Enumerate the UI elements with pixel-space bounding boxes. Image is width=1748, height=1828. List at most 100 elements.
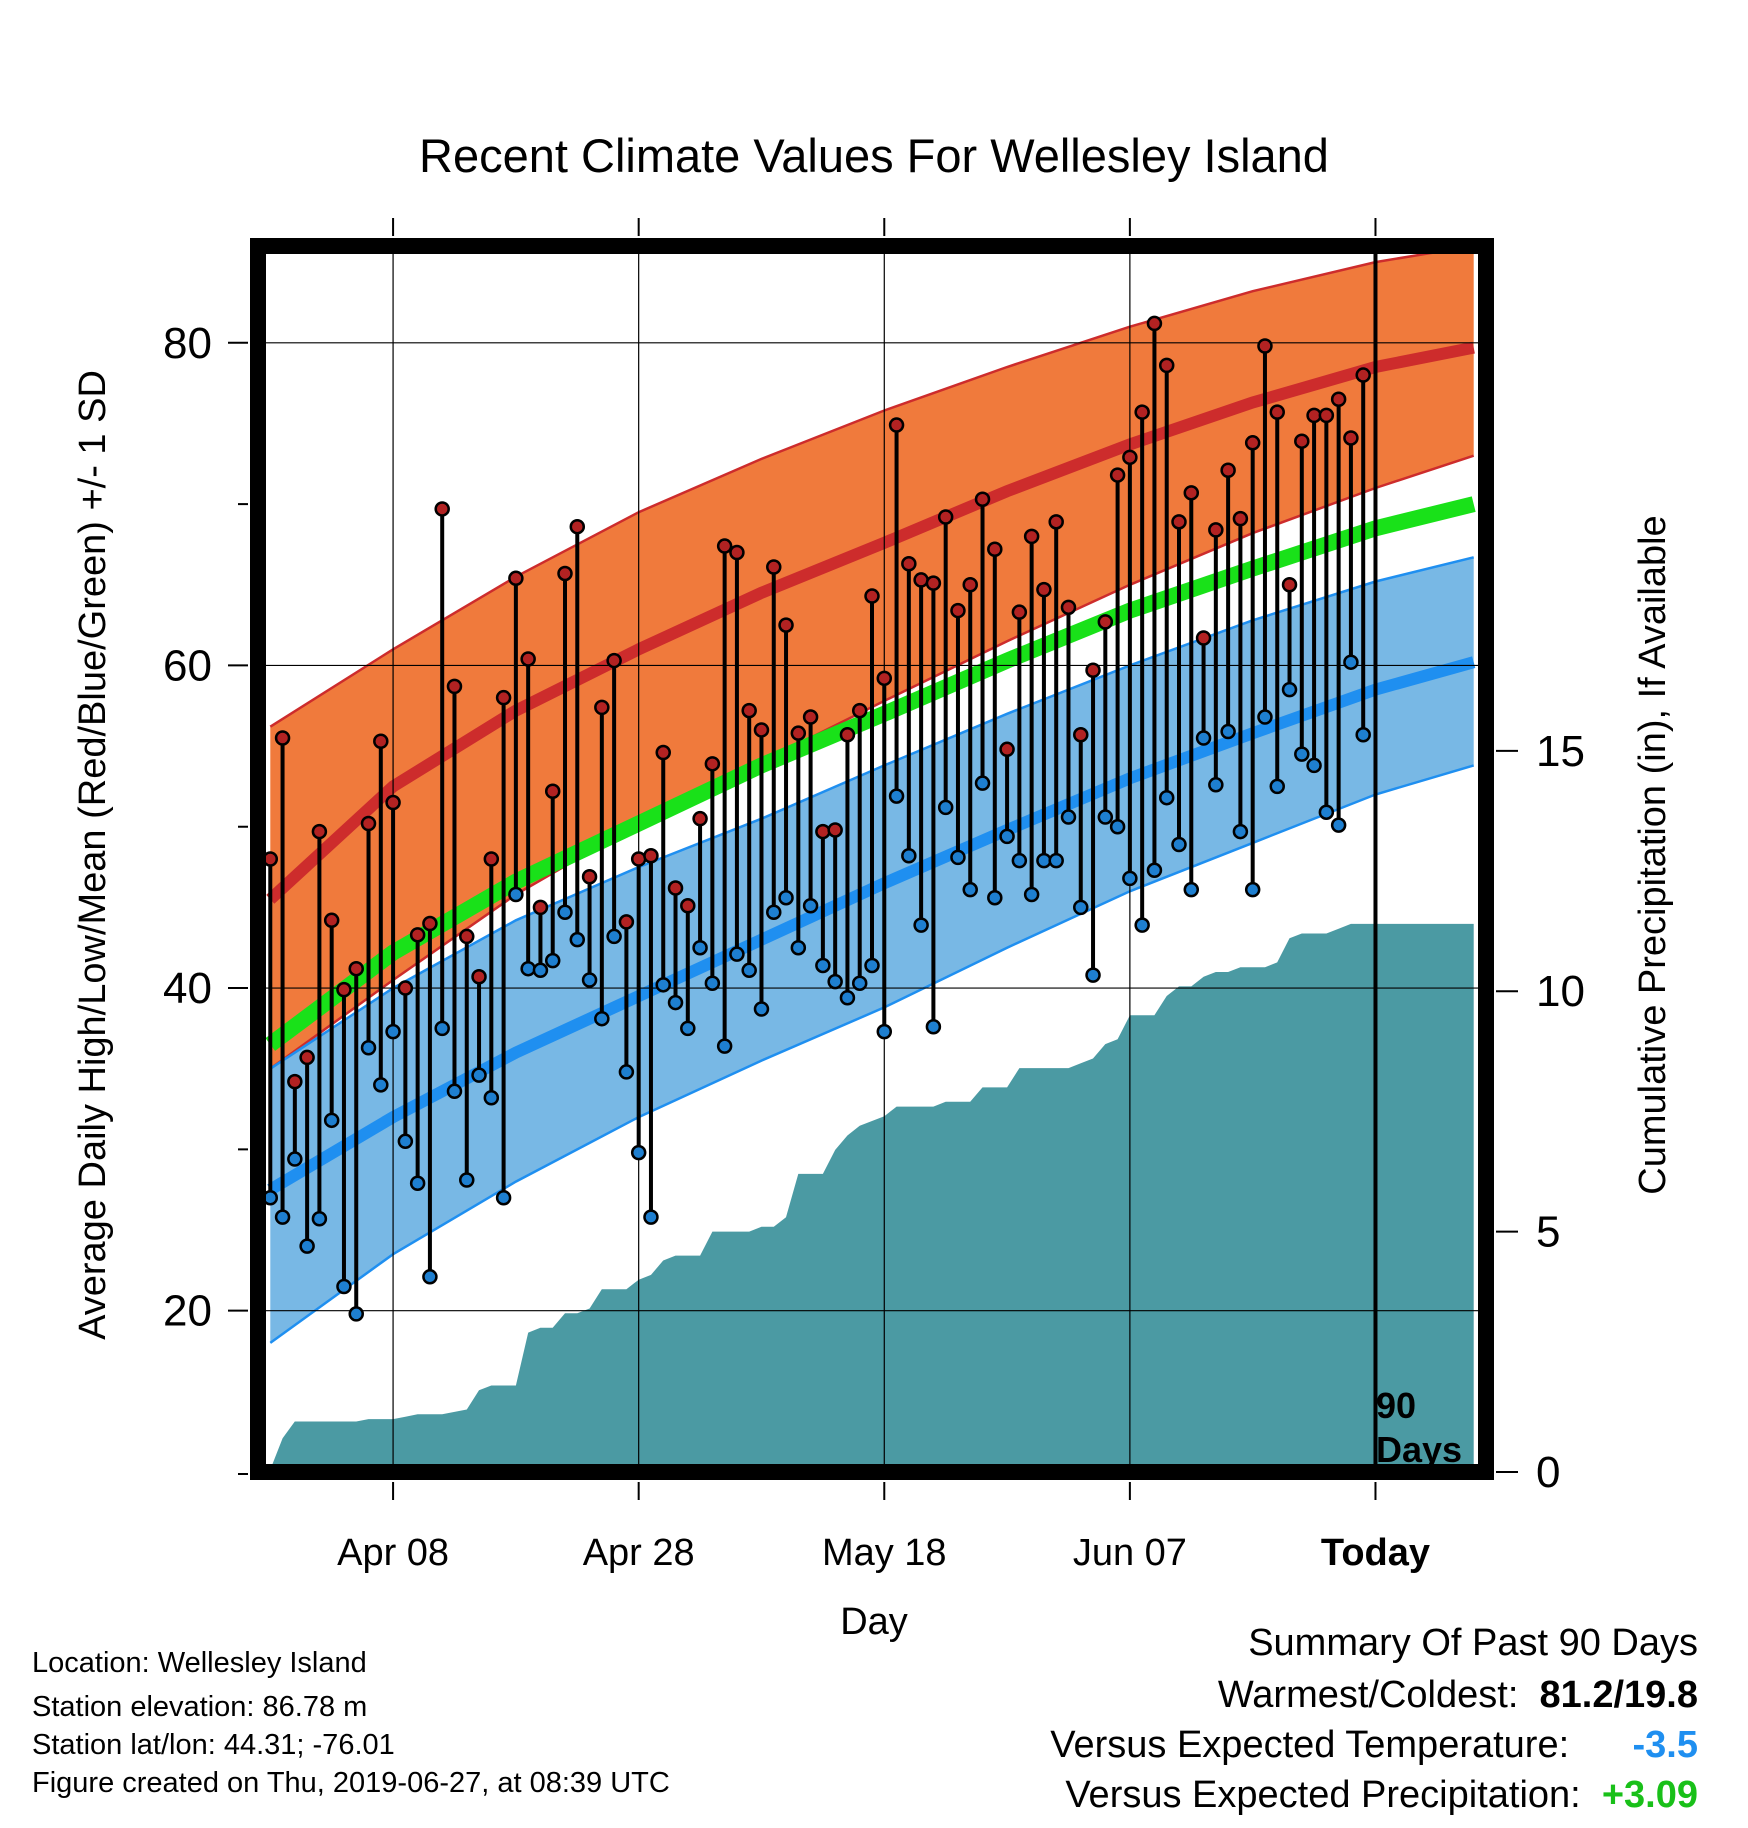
daily-low-point (544, 952, 561, 969)
daily-high-point (520, 651, 536, 667)
daily-low-point (1085, 967, 1101, 983)
daily-low-point (1294, 746, 1310, 762)
daily-high-point (1343, 430, 1359, 446)
daily-high-point (802, 709, 819, 725)
daily-high-point (913, 572, 929, 588)
daily-high-point (557, 565, 573, 582)
daily-low-point (1244, 881, 1261, 898)
daily-high-point (839, 727, 856, 743)
daily-high-point (581, 868, 598, 885)
daily-high-point (815, 823, 831, 840)
daily-high-point (1183, 485, 1200, 501)
daily-high-point (1244, 435, 1261, 451)
daily-high-point (1195, 630, 1212, 646)
daily-low-point (360, 1039, 377, 1056)
daily-high-point (643, 848, 659, 864)
station-latlon: Station lat/lon: 44.31; -76.01 (32, 1729, 395, 1761)
daily-high-point (422, 915, 438, 932)
daily-low-point (1097, 809, 1114, 825)
daily-low-point (569, 931, 586, 948)
daily-low-point (1232, 823, 1249, 840)
daily-high-point (495, 689, 512, 706)
axes: Apr 08 Apr 28 May 18 Jun 07 Today 20 40 60 80 0 5 1… (163, 218, 1585, 1574)
daily-high-point (434, 501, 450, 517)
plot-content (258, 246, 1486, 1472)
daily-high-point (680, 898, 696, 914)
daily-low-point (471, 1067, 487, 1083)
daily-high-point (1023, 528, 1040, 545)
daily-high-point (1073, 727, 1089, 743)
daily-low-point (594, 1010, 610, 1027)
x-tick-label: Jun 07 (1073, 1532, 1187, 1574)
plot-area (258, 246, 1486, 1472)
daily-low-point (1109, 818, 1126, 835)
daily-low-point (925, 1019, 942, 1035)
daily-low-point (913, 917, 929, 933)
daily-low-point (422, 1269, 438, 1285)
daily-low-point (667, 994, 684, 1011)
y-tick-label-right: 0 (1536, 1448, 1560, 1497)
y-tick-label-left: 60 (163, 641, 212, 690)
precipitation-area (270, 923, 1474, 1472)
y-tick-label-left: 20 (163, 1287, 212, 1336)
daily-high-point (483, 851, 500, 867)
daily-high-point (446, 678, 463, 695)
daily-high-point (1294, 433, 1310, 449)
x-tick-label: Apr 28 (583, 1532, 695, 1574)
daily-low-point (446, 1083, 463, 1100)
daily-high-point (1036, 581, 1052, 598)
daily-low-point (630, 1144, 647, 1161)
daily-high-point (606, 652, 622, 669)
daily-low-point (348, 1306, 364, 1322)
daily-high-point (311, 823, 328, 840)
daily-low-point (520, 960, 536, 977)
daily-high-point (1097, 614, 1114, 630)
daily-low-point (606, 928, 622, 945)
daily-low-point (680, 1020, 696, 1037)
daily-low-point (1158, 789, 1175, 806)
daily-high-point (1208, 522, 1224, 538)
daily-low-point (1060, 809, 1077, 825)
daily-high-point (274, 730, 291, 746)
daily-low-point (1048, 852, 1064, 869)
daily-high-point (925, 575, 942, 591)
daily-high-point (937, 509, 954, 525)
daily-high-point (373, 733, 389, 749)
daily-high-point (336, 981, 352, 998)
daily-high-point (1257, 338, 1273, 354)
summary-precipitation: Versus Expected Precipitation: +3.09 (1065, 1774, 1698, 1817)
daily-low-point (1073, 899, 1089, 916)
station-elevation: Station elevation: 86.78 m (32, 1691, 368, 1723)
temp-value: -3.5 (1632, 1724, 1698, 1766)
daily-low-point (1183, 881, 1200, 898)
daily-low-point (1281, 681, 1298, 698)
daily-low-point (508, 886, 524, 903)
daily-low-point (802, 898, 819, 914)
y-tick-label-right: 5 (1536, 1208, 1560, 1257)
summary-temperature: Versus Expected Temperature: -3.5 (1050, 1724, 1698, 1767)
daily-low-point (692, 939, 708, 956)
daily-high-point (360, 815, 377, 832)
daily-low-point (888, 788, 905, 804)
y-axis-label-left: Average Daily High/Low/Mean (Red/Blue/Gr… (72, 370, 114, 1340)
daily-low-point (1330, 817, 1347, 833)
daily-high-point (1355, 367, 1371, 383)
y-tick-label-left: 80 (163, 319, 212, 368)
daily-high-point (532, 899, 549, 916)
daily-high-point (1232, 510, 1249, 527)
daily-high-point (1109, 467, 1126, 483)
daily-low-point (741, 962, 757, 979)
daily-low-point (790, 939, 807, 956)
x-axis-label: Day (840, 1601, 908, 1643)
daily-low-point (274, 1209, 291, 1225)
daily-low-point (716, 1038, 733, 1054)
daily-low-point (1343, 654, 1359, 670)
daily-high-point (348, 960, 364, 977)
daily-low-point (532, 962, 549, 979)
daily-low-point (1011, 852, 1028, 869)
daily-low-point (729, 946, 745, 962)
daily-high-point (569, 518, 586, 535)
daily-low-point (753, 1001, 770, 1017)
daily-high-point (1158, 357, 1175, 374)
daily-high-point (790, 725, 807, 741)
